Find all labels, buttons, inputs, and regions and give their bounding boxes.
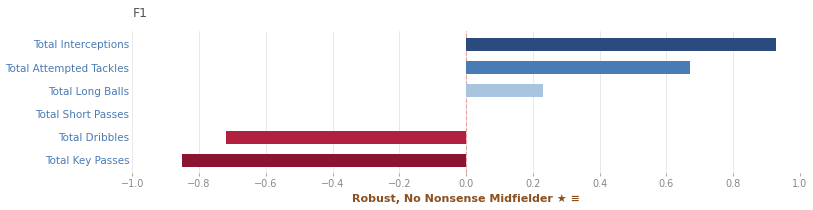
Bar bbox=[466, 38, 776, 51]
X-axis label: Robust, No Nonsense Midfielder ★ ≡: Robust, No Nonsense Midfielder ★ ≡ bbox=[352, 194, 580, 205]
Bar bbox=[466, 61, 689, 74]
Bar bbox=[182, 154, 466, 167]
Bar bbox=[226, 131, 466, 144]
Text: F1: F1 bbox=[133, 7, 147, 20]
Bar bbox=[466, 84, 543, 97]
